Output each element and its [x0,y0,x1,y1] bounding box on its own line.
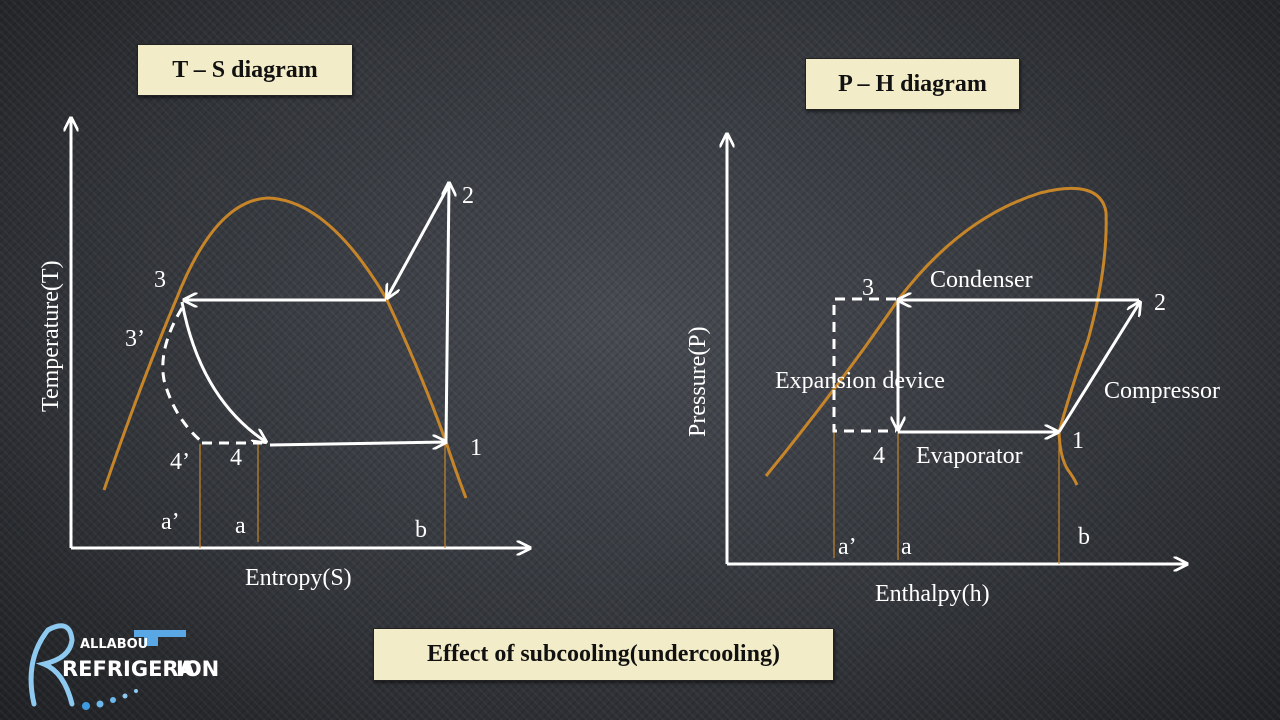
logo-dot [82,702,90,710]
ts-point-4-prime: 4’ [170,449,190,475]
logo-dot [110,697,116,703]
ts-saturation-dome [102,196,468,499]
ts-diagram: 1 2 3 3’ 4 4’ a’ a b Entropy(S) Temperat… [38,118,530,591]
ph-diagram-title: P – H diagram [805,58,1020,110]
ts-point-3-prime: 3’ [125,326,145,352]
ph-point-b: b [1078,524,1090,550]
ts-diagram-title: T – S diagram [137,44,353,96]
ts-x-axis-label: Entropy(S) [245,565,352,591]
ph-x-axis-label: Enthalpy(h) [875,581,990,607]
logo-top-text: ALLABOU [80,637,148,652]
ph-evaporator-label: Evaporator [916,443,1023,469]
ph-point-3: 3 [862,275,874,301]
logo-script-r [28,623,75,707]
ts-y-axis-label: Temperature(T) [38,260,64,412]
logo-main-text: REFRIGERA [62,657,196,681]
ph-y-axis-label: Pressure(P) [685,326,711,437]
ph-point-1: 1 [1072,428,1084,454]
caption: Effect of subcooling(undercooling) [373,628,834,681]
logo-top-stem [144,637,158,646]
ts-point-a: a [235,513,246,539]
ph-point-2: 2 [1154,290,1166,316]
logo-dot [122,693,128,699]
ts-point-4: 4 [230,445,242,471]
ph-compressor-label: Compressor [1104,378,1220,404]
logo-dot [134,689,138,693]
ph-point-4: 4 [873,443,885,469]
ph-expansion-label: Expansion device [775,368,945,394]
ts-point-3: 3 [154,267,166,293]
logo-tail-text: ION [176,657,219,681]
ts-desuperheat-line [387,184,451,298]
ph-point-a-prime: a’ [838,534,857,560]
allabou-refrigeration-logo: ALLABOU REFRIGERA ION [28,623,219,710]
ph-subcooled-box [832,297,896,433]
logo-dot [96,700,104,708]
ts-point-a-prime: a’ [161,509,180,535]
ph-condenser-label: Condenser [930,267,1033,293]
ts-compression-line [446,183,449,443]
ph-diagram: 1 2 3 4 a’ a b Condenser Evaporator Comp… [685,134,1220,607]
logo-top-bar [134,630,186,637]
ph-saturation-dome [764,186,1108,486]
ph-point-a: a [901,534,912,560]
ts-point-2: 2 [462,183,474,209]
ts-point-1: 1 [470,435,482,461]
ph-compressor-line [1057,302,1140,433]
ts-expansion-curve [180,301,266,442]
ts-subcooled-expansion [161,307,203,444]
ts-evaporation-line [269,442,446,445]
ts-point-b: b [415,517,427,543]
